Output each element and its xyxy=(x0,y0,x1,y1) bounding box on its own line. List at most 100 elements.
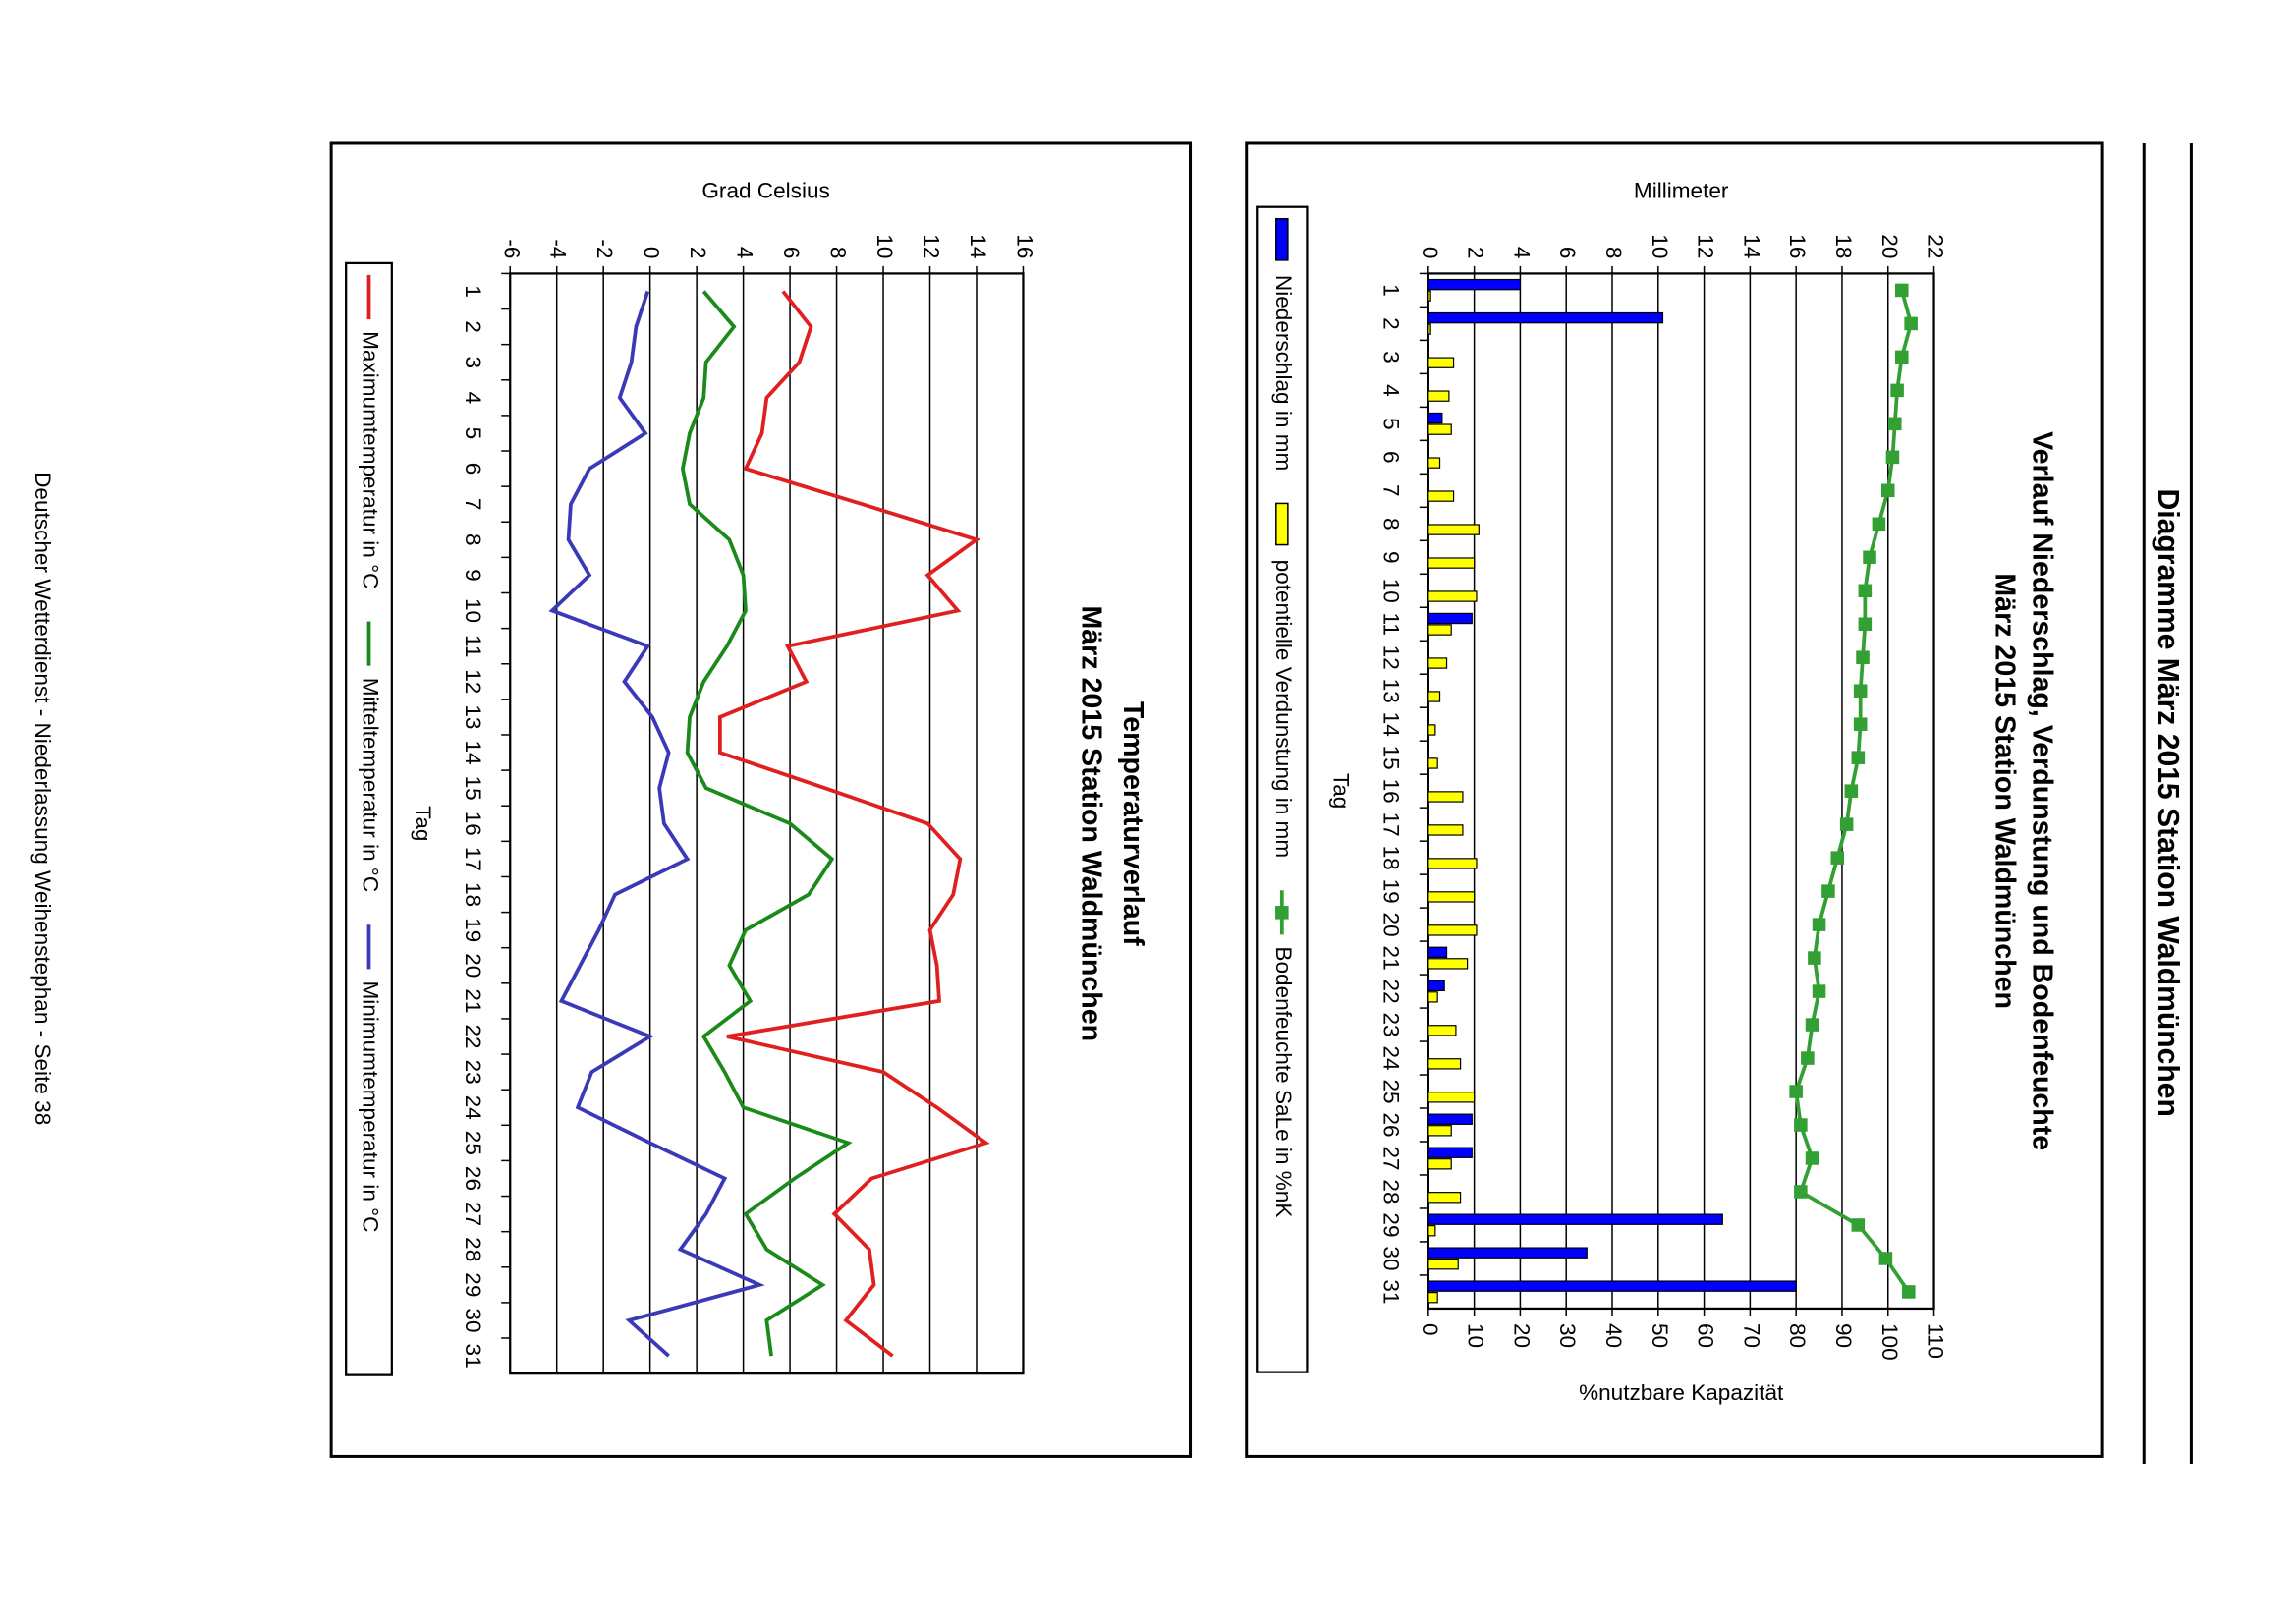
bar xyxy=(1427,757,1438,769)
x-tick-label: 7 xyxy=(1379,484,1404,497)
bar xyxy=(1427,724,1436,736)
chart-title: Temperaturverlauf xyxy=(1117,701,1148,946)
x-tick-label: 29 xyxy=(461,1272,485,1297)
chart-subtitle: März 2015 Station Waldmünchen xyxy=(1989,573,2021,1009)
legend-label: Mitteltemperatur in °C xyxy=(359,678,383,892)
y2-tick-label: 40 xyxy=(1601,1323,1626,1348)
y2-tick-label: 80 xyxy=(1785,1323,1810,1348)
bar xyxy=(1427,490,1455,502)
x-tick-label: 21 xyxy=(1379,946,1404,971)
x-tick-label: 24 xyxy=(1379,1045,1404,1070)
x-tick-label: 24 xyxy=(461,1095,485,1120)
marker xyxy=(1844,784,1859,798)
bar xyxy=(1427,1259,1459,1270)
legend-label: Minimumtemperatur in °C xyxy=(359,980,383,1232)
bar xyxy=(1427,1125,1452,1137)
x-tick-label: 29 xyxy=(1379,1212,1404,1237)
x-tick-label: 23 xyxy=(1379,1013,1404,1037)
x-tick-label: 5 xyxy=(461,427,485,440)
bar xyxy=(1427,590,1478,602)
bar xyxy=(1427,1058,1462,1070)
x-tick-label: 3 xyxy=(1379,351,1404,364)
bar xyxy=(1427,824,1464,836)
marker xyxy=(1872,517,1886,532)
x-tick-label: 20 xyxy=(461,953,485,978)
y2-tick-label: 90 xyxy=(1831,1323,1856,1348)
x-tick-label: 15 xyxy=(461,776,485,801)
marker xyxy=(1890,383,1904,398)
bar xyxy=(1427,980,1445,992)
bar xyxy=(1427,1280,1797,1292)
marker xyxy=(1887,417,1902,431)
bar xyxy=(1427,423,1452,435)
y-axis-label: Millimeter xyxy=(1634,179,1729,203)
x-tick-label: 25 xyxy=(1379,1079,1404,1103)
marker xyxy=(1858,584,1873,598)
y2-tick-label: 110 xyxy=(1924,1323,1948,1359)
marker xyxy=(1904,316,1918,331)
x-tick-label: 12 xyxy=(1379,645,1404,670)
footer: Deutscher Wetterdienst - Niederlassung W… xyxy=(30,472,55,1125)
marker xyxy=(1853,717,1868,731)
x-tick-label: 17 xyxy=(461,847,485,871)
bar xyxy=(1427,557,1476,569)
x-tick-label: 19 xyxy=(1379,879,1404,904)
x-tick-label: 22 xyxy=(1379,980,1404,1004)
bar xyxy=(1427,524,1480,535)
marker xyxy=(1801,1051,1815,1065)
x-tick-label: 16 xyxy=(461,812,485,836)
x-tick-label: 15 xyxy=(1379,746,1404,770)
y-tick-label: 8 xyxy=(1601,247,1626,259)
y-tick-label: 18 xyxy=(1831,234,1856,258)
x-tick-label: 10 xyxy=(461,598,485,623)
marker xyxy=(1885,450,1900,465)
x-tick-label: 26 xyxy=(461,1166,485,1191)
legend-box xyxy=(1256,205,1309,1373)
x-tick-label: 28 xyxy=(1379,1179,1404,1204)
x-tick-label: 19 xyxy=(461,918,485,942)
marker xyxy=(1880,483,1895,498)
x-tick-label: 20 xyxy=(1379,913,1404,937)
x-tick-label: 31 xyxy=(1379,1279,1404,1304)
x-tick-label: 11 xyxy=(461,635,485,657)
marker xyxy=(1812,984,1826,998)
bar xyxy=(1427,791,1464,803)
chart-title: Verlauf Niederschlag, Verdunstung und Bo… xyxy=(2026,431,2057,1150)
y-tick-label: 2 xyxy=(1464,247,1488,259)
bar xyxy=(1427,1147,1473,1158)
y2-tick-label: 20 xyxy=(1509,1323,1534,1348)
x-tick-label: 13 xyxy=(1379,679,1404,703)
y-tick-label: 0 xyxy=(640,247,664,259)
bar xyxy=(1427,323,1431,335)
bar xyxy=(1427,278,1522,291)
bar xyxy=(1427,357,1455,368)
x-tick-label: 16 xyxy=(1379,779,1404,804)
marker xyxy=(1895,350,1909,364)
x-tick-label: 4 xyxy=(1379,384,1404,397)
x-tick-label: 8 xyxy=(1379,518,1404,531)
bar xyxy=(1427,1158,1452,1170)
marker xyxy=(1858,617,1873,632)
marker xyxy=(1789,1085,1803,1098)
y-tick-label: 10 xyxy=(872,234,897,258)
legend-swatch xyxy=(1275,217,1289,261)
x-tick-label: 27 xyxy=(1379,1146,1404,1170)
bar xyxy=(1427,1092,1476,1103)
x-tick-label: 30 xyxy=(461,1308,485,1332)
line xyxy=(680,290,853,1357)
y-tick-label: 14 xyxy=(1739,234,1763,258)
legend-swatch xyxy=(1275,502,1289,546)
y-tick-label: 16 xyxy=(1012,234,1036,258)
x-tick-label: 3 xyxy=(461,356,485,368)
marker xyxy=(1863,550,1876,565)
y-tick-label: 4 xyxy=(1509,247,1534,259)
x-tick-label: 9 xyxy=(1379,551,1404,564)
x-tick-label: 21 xyxy=(461,988,485,1013)
marker xyxy=(1805,1151,1819,1165)
x-tick-label: 9 xyxy=(461,569,485,582)
y-tick-label: -6 xyxy=(499,239,524,258)
y2-tick-label: 30 xyxy=(1555,1323,1580,1348)
bar xyxy=(1427,1292,1438,1304)
y2-axis-label: %nutzbare Kapazität xyxy=(1579,1380,1784,1405)
